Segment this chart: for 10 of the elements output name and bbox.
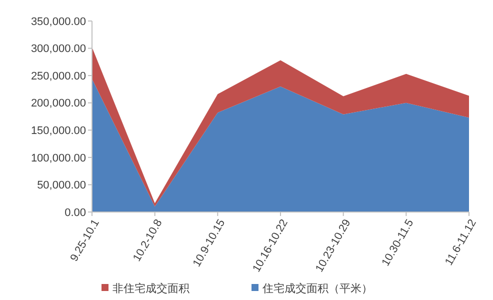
y-tick-label: 100,000.00 bbox=[30, 152, 86, 164]
y-tick-label: 0.00 bbox=[64, 206, 86, 219]
y-tick-label: 250,000.00 bbox=[30, 70, 86, 82]
y-tick-label: 150,000.00 bbox=[30, 124, 86, 137]
y-tick-label: 350,000.00 bbox=[30, 16, 86, 28]
y-tick-label: 50,000.00 bbox=[37, 180, 86, 192]
y-tick-label: 300,000.00 bbox=[30, 43, 86, 56]
legend-label: 住宅成交面积（平米） bbox=[262, 282, 372, 295]
legend-label: 非住宅成交面积 bbox=[112, 282, 190, 295]
y-tick-label: 200,000.00 bbox=[30, 98, 86, 110]
